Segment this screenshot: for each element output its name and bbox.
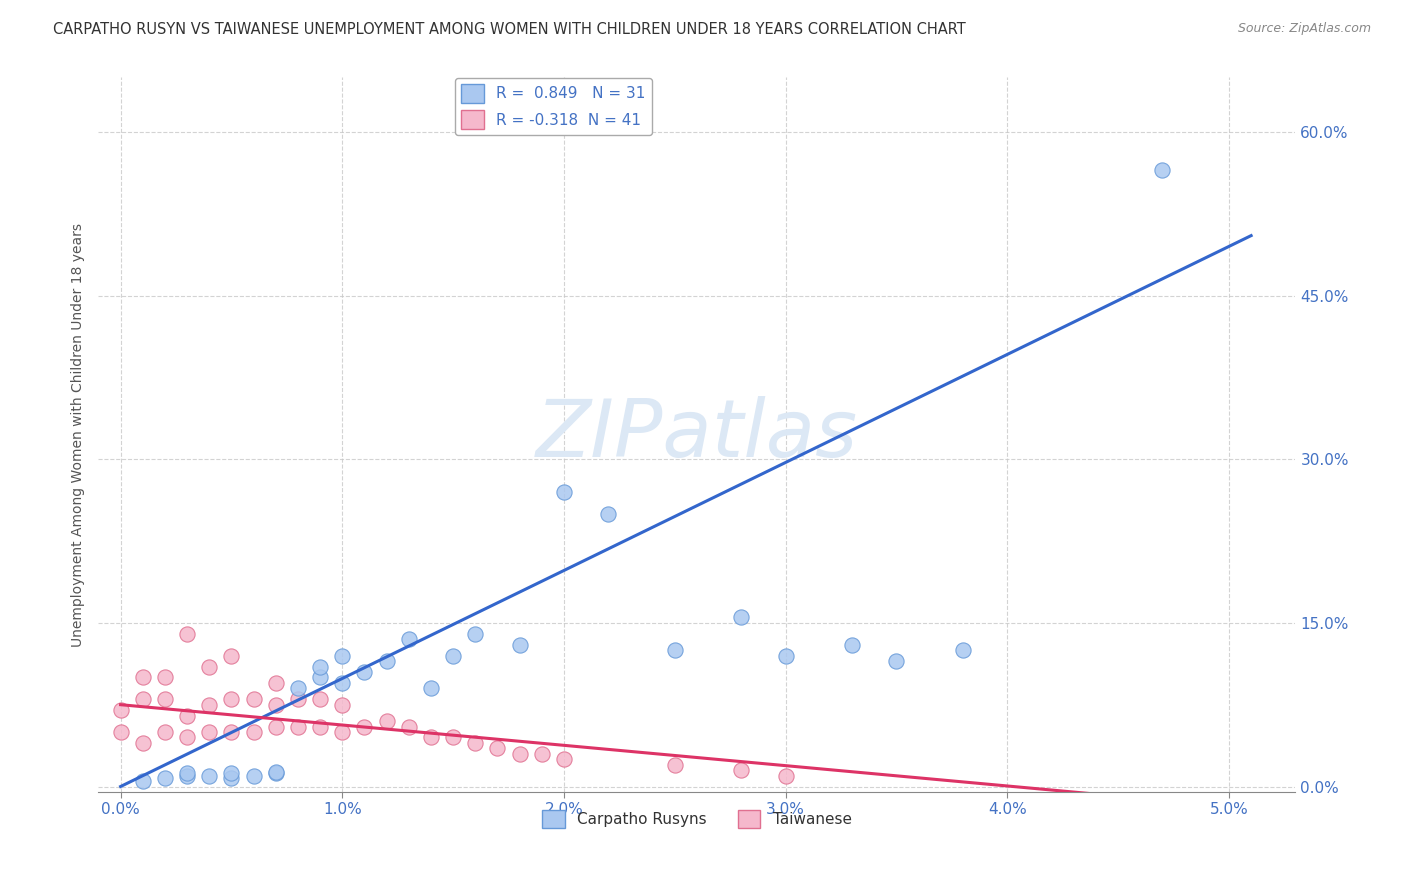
Point — [330, 698, 353, 712]
Legend: Carpatho Rusyns, Taiwanese: Carpatho Rusyns, Taiwanese — [536, 804, 858, 834]
Point — [353, 719, 375, 733]
Point — [309, 692, 332, 706]
Text: CARPATHO RUSYN VS TAIWANESE UNEMPLOYMENT AMONG WOMEN WITH CHILDREN UNDER 18 YEAR: CARPATHO RUSYN VS TAIWANESE UNEMPLOYMENT… — [53, 22, 966, 37]
Point — [664, 643, 686, 657]
Point — [375, 714, 398, 728]
Point — [132, 692, 155, 706]
Point — [176, 731, 198, 745]
Point — [420, 731, 443, 745]
Point — [886, 654, 908, 668]
Point — [330, 648, 353, 663]
Point — [441, 731, 464, 745]
Point — [110, 703, 132, 717]
Point — [398, 632, 420, 647]
Point — [509, 638, 531, 652]
Point — [1152, 163, 1174, 178]
Point — [264, 766, 287, 780]
Point — [420, 681, 443, 696]
Point — [221, 692, 243, 706]
Point — [110, 725, 132, 739]
Point — [330, 725, 353, 739]
Point — [952, 643, 974, 657]
Point — [221, 725, 243, 739]
Point — [221, 648, 243, 663]
Point — [509, 747, 531, 761]
Point — [264, 765, 287, 780]
Point — [221, 766, 243, 780]
Point — [132, 774, 155, 789]
Point — [176, 766, 198, 780]
Y-axis label: Unemployment Among Women with Children Under 18 years: Unemployment Among Women with Children U… — [72, 223, 86, 647]
Point — [242, 692, 264, 706]
Point — [242, 725, 264, 739]
Point — [441, 648, 464, 663]
Point — [309, 670, 332, 684]
Point — [398, 719, 420, 733]
Point — [153, 692, 176, 706]
Point — [176, 769, 198, 783]
Point — [464, 627, 486, 641]
Point — [221, 771, 243, 785]
Point — [553, 752, 575, 766]
Point — [287, 692, 309, 706]
Text: ZIPatlas: ZIPatlas — [536, 396, 858, 474]
Point — [176, 627, 198, 641]
Point — [264, 676, 287, 690]
Point — [464, 736, 486, 750]
Point — [176, 708, 198, 723]
Point — [242, 769, 264, 783]
Point — [598, 507, 620, 521]
Point — [132, 670, 155, 684]
Point — [486, 741, 509, 756]
Point — [198, 725, 221, 739]
Point — [330, 676, 353, 690]
Point — [309, 659, 332, 673]
Point — [264, 719, 287, 733]
Point — [198, 659, 221, 673]
Point — [198, 698, 221, 712]
Text: Source: ZipAtlas.com: Source: ZipAtlas.com — [1237, 22, 1371, 36]
Point — [841, 638, 863, 652]
Point — [730, 763, 752, 777]
Point — [375, 654, 398, 668]
Point — [153, 670, 176, 684]
Point — [309, 719, 332, 733]
Point — [153, 725, 176, 739]
Point — [287, 719, 309, 733]
Point — [287, 681, 309, 696]
Point — [775, 769, 797, 783]
Point — [198, 769, 221, 783]
Point — [132, 736, 155, 750]
Point — [264, 698, 287, 712]
Point — [530, 747, 553, 761]
Point — [153, 771, 176, 785]
Point — [730, 610, 752, 624]
Point — [553, 485, 575, 500]
Point — [353, 665, 375, 679]
Point — [664, 757, 686, 772]
Point — [775, 648, 797, 663]
